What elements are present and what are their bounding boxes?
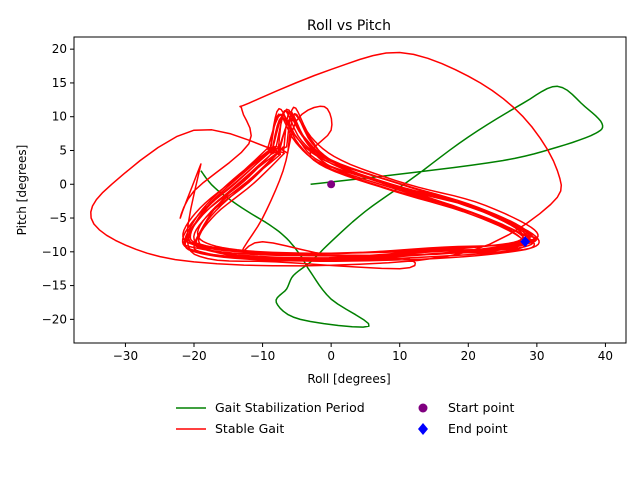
series-lines bbox=[90, 51, 604, 328]
legend-label-start-point: Start point bbox=[448, 400, 514, 415]
plot-area bbox=[90, 51, 604, 328]
x-tick-label: −30 bbox=[113, 349, 138, 363]
x-tick-label: −10 bbox=[250, 349, 275, 363]
series-markers bbox=[327, 180, 531, 248]
series-line-stable-gait bbox=[90, 51, 563, 270]
y-tick-label: −20 bbox=[42, 312, 67, 326]
x-tick-label: 20 bbox=[461, 349, 476, 363]
legend-label-gait-stabilization: Gait Stabilization Period bbox=[215, 400, 365, 415]
y-tick-label: −5 bbox=[49, 211, 67, 225]
plot-frame bbox=[73, 36, 627, 344]
y-axis-ticks: −20 −15 −10 −5 0 5 10 15 20 bbox=[42, 42, 74, 326]
x-axis-ticks: −30 −20 −10 0 10 20 30 40 bbox=[113, 343, 613, 363]
series-line-gait-stabilization bbox=[200, 85, 604, 328]
x-tick-label: 0 bbox=[327, 349, 335, 363]
legend-marker-start-point bbox=[418, 403, 428, 413]
legend-marker-end-point bbox=[418, 423, 428, 435]
chart-title: Roll vs Pitch bbox=[307, 18, 391, 34]
x-tick-label: 10 bbox=[392, 349, 407, 363]
y-tick-label: −15 bbox=[42, 279, 67, 293]
y-tick-label: 5 bbox=[59, 143, 67, 157]
y-tick-label: −10 bbox=[42, 245, 67, 259]
legend: Gait Stabilization Period Stable Gait St… bbox=[176, 400, 514, 436]
x-tick-label: 30 bbox=[529, 349, 544, 363]
x-axis-label: Roll [degrees] bbox=[307, 372, 390, 386]
x-tick-label: −20 bbox=[181, 349, 206, 363]
y-tick-label: 10 bbox=[52, 110, 67, 124]
legend-label-end-point: End point bbox=[448, 421, 508, 436]
y-tick-label: 20 bbox=[52, 42, 67, 56]
y-tick-label: 0 bbox=[59, 177, 67, 191]
y-tick-label: 15 bbox=[52, 76, 67, 90]
start-point-marker bbox=[327, 180, 336, 189]
legend-label-stable-gait: Stable Gait bbox=[215, 421, 284, 436]
x-tick-label: 40 bbox=[598, 349, 613, 363]
y-axis-label: Pitch [degrees] bbox=[15, 145, 29, 236]
end-point-marker bbox=[520, 236, 531, 248]
